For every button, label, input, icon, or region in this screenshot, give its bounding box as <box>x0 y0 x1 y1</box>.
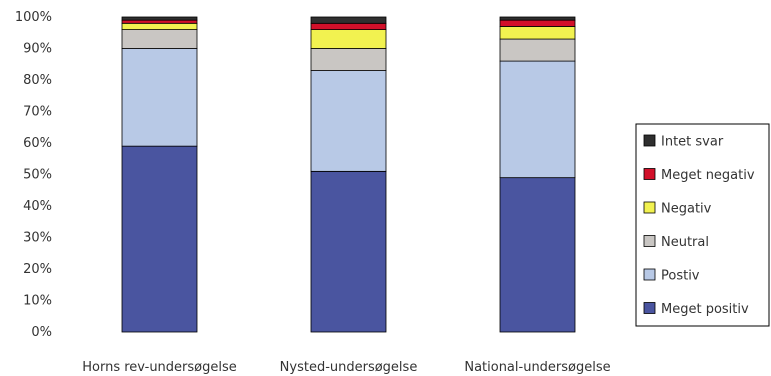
y-tick-label: 70% <box>23 105 52 120</box>
legend-label: Postiv <box>661 269 700 284</box>
y-tick-label: 50% <box>23 168 52 183</box>
legend-swatch <box>643 302 656 314</box>
bar-segment <box>499 16 576 21</box>
x-category-label: Horns rev-undersøgelse <box>82 360 237 375</box>
legend-label: Neutral <box>661 235 709 250</box>
bar-segment <box>310 70 387 172</box>
legend-label: Negativ <box>661 202 712 217</box>
bar-segment <box>310 29 387 49</box>
bar-segment <box>121 22 198 30</box>
x-category-label: National-undersøgelse <box>464 360 610 375</box>
bar-segment <box>499 26 576 40</box>
y-tick-label: 0% <box>31 325 52 340</box>
legend-label: Meget positiv <box>661 302 749 317</box>
y-tick-label: 100% <box>15 10 52 25</box>
y-tick-label: 40% <box>23 199 52 214</box>
y-tick-label: 10% <box>23 294 52 309</box>
y-tick-label: 80% <box>23 73 52 88</box>
bar-segment <box>499 38 576 62</box>
bars <box>121 16 576 333</box>
bar-segment <box>121 145 198 333</box>
bar-segment <box>121 16 198 21</box>
bar-segment <box>121 29 198 49</box>
bar-segment <box>310 22 387 30</box>
bar-segment <box>121 19 198 24</box>
bar-segment <box>310 48 387 71</box>
y-tick-label: 90% <box>23 42 52 57</box>
legend-box <box>635 123 770 327</box>
legend-swatch <box>643 235 656 247</box>
x-axis: Horns rev-undersøgelse Nysted-undersøgels… <box>82 360 610 375</box>
legend-swatch <box>643 134 656 147</box>
legend-label: Meget negativ <box>661 168 755 183</box>
x-category-label: Nysted-undersøgelse <box>280 360 418 375</box>
bar-stack <box>310 16 387 333</box>
bar-segment <box>499 60 576 179</box>
bar-stack <box>121 16 198 333</box>
bar-segment <box>310 170 387 333</box>
legend-label: Intet svar <box>661 135 724 150</box>
bar-segment <box>499 19 576 27</box>
legend: Intet svar Meget negativ Negativ Neutral Pos… <box>635 123 770 327</box>
legend-swatch <box>643 168 656 180</box>
bar-stack <box>499 16 576 333</box>
bar-segment <box>310 16 387 24</box>
y-tick-label: 20% <box>23 262 52 277</box>
legend-swatch <box>643 268 656 281</box>
y-tick-label: 60% <box>23 136 52 151</box>
legend-swatch <box>643 201 656 214</box>
bar-segment <box>499 177 576 333</box>
y-axis: 0% 10% 20% 30% 40% 50% 60% 70% 80% 90% 100% <box>15 10 52 340</box>
y-tick-label: 30% <box>23 231 52 246</box>
bar-segment <box>121 48 198 147</box>
